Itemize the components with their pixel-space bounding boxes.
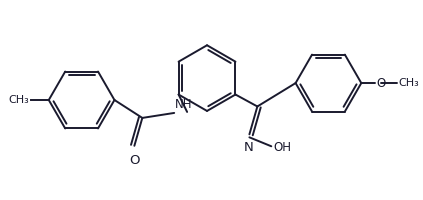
Text: CH₃: CH₃	[398, 78, 419, 88]
Text: OH: OH	[273, 141, 291, 154]
Text: O: O	[129, 154, 140, 167]
Text: O: O	[376, 77, 385, 90]
Text: N: N	[244, 141, 253, 154]
Text: NH: NH	[175, 98, 192, 111]
Text: CH₃: CH₃	[8, 95, 29, 105]
